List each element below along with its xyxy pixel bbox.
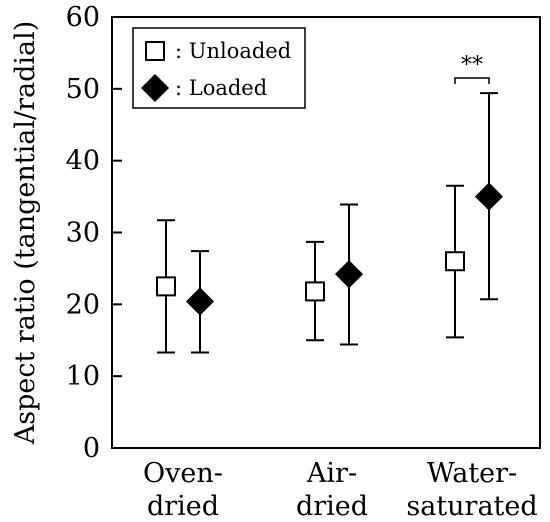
significance-label: **: [461, 53, 483, 78]
legend-marker: [145, 41, 165, 61]
data-point: [185, 287, 215, 316]
legend-label: : Loaded: [175, 76, 267, 100]
x-axis-categories: Oven-dried Air-dried Water-saturated: [143, 458, 538, 522]
series-unloaded: [156, 184, 465, 354]
data-point: [305, 281, 325, 302]
legend-marker: [140, 73, 170, 103]
y-tick-label: 10: [66, 361, 100, 392]
y-tick-label: 50: [66, 74, 100, 105]
y-tick-label: 60: [66, 2, 100, 33]
data-point: [474, 182, 504, 211]
y-tick-label: 30: [66, 218, 100, 249]
x-category-label: Oven-dried: [143, 458, 223, 522]
series-loaded: [185, 92, 504, 354]
y-axis-ticks: 0 10 20 30 40 50 60: [66, 2, 122, 464]
y-axis-title: Aspect ratio (tangential/radial): [10, 21, 41, 446]
y-tick-label: 20: [66, 289, 100, 320]
legend: : Unloaded : Loaded: [132, 27, 306, 109]
data-point: [334, 260, 364, 289]
significance-annotations: **: [454, 53, 490, 85]
x-category-label: Air-dried: [296, 458, 368, 522]
data-point: [445, 251, 465, 272]
y-tick-label: 40: [66, 146, 100, 177]
legend-label: : Unloaded: [175, 39, 291, 63]
data-marks: [156, 92, 504, 354]
significance-bracket: [454, 77, 490, 85]
x-category-label: Water-saturated: [406, 458, 537, 522]
data-point: [156, 276, 176, 297]
y-tick-label: 0: [83, 433, 100, 464]
